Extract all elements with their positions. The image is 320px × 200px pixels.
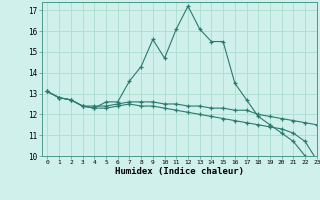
X-axis label: Humidex (Indice chaleur): Humidex (Indice chaleur) [115, 167, 244, 176]
